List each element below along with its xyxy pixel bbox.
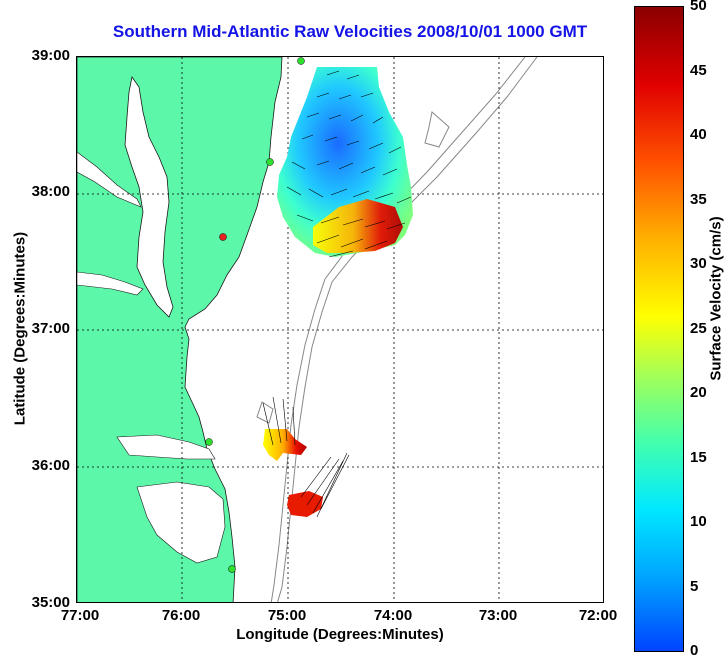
vector-arrows-north <box>286 70 412 258</box>
colorbar-label: Surface Velocity (cm/s) <box>707 216 724 381</box>
chesapeake-bay <box>124 76 174 318</box>
river <box>77 271 144 296</box>
colorbar-tick-label: 45 <box>690 62 707 79</box>
colorbar-tick-label: 10 <box>690 513 707 530</box>
y-tick-label: 35:00 <box>31 594 70 611</box>
x-tick-label: 76:00 <box>161 607 201 624</box>
grid <box>77 57 603 602</box>
colorbar-tick-label: 30 <box>690 255 707 272</box>
colorbar-tick-label: 35 <box>690 191 707 208</box>
colorbar-tick-label: 15 <box>690 449 707 466</box>
x-tick-label: 75:00 <box>267 607 307 624</box>
y-tick-label: 36:00 <box>31 457 70 474</box>
x-tick-label: 74:00 <box>373 607 413 624</box>
y-tick-label: 39:00 <box>31 47 70 64</box>
y-tick-label: 37:00 <box>31 320 70 337</box>
station-marker <box>297 57 305 65</box>
bathymetry-contour <box>270 57 526 602</box>
colorbar-tick-label: 25 <box>690 320 707 337</box>
colorbar-tick-label: 0 <box>690 642 699 659</box>
station-marker <box>266 158 274 166</box>
bathymetry-contour <box>256 401 274 424</box>
station-markers <box>205 57 305 573</box>
river <box>77 151 142 208</box>
x-axis-label: Longitude (Degrees:Minutes) <box>236 626 444 643</box>
vector-arrows-south <box>262 396 350 518</box>
plot-title: Southern Mid-Atlantic Raw Velocities 200… <box>112 22 588 41</box>
station-marker <box>205 438 213 446</box>
map-svg <box>77 57 603 602</box>
colorbar-tick-label: 5 <box>690 578 699 595</box>
station-marker <box>228 565 236 573</box>
x-tick-label: 77:00 <box>60 607 100 624</box>
colorbar-tick-label: 20 <box>690 384 707 401</box>
colorbar-tick-label: 50 <box>690 0 707 14</box>
bathymetry-contour <box>277 57 538 602</box>
bathymetry-contour <box>424 111 450 148</box>
x-tick-label: 73:00 <box>478 607 518 624</box>
colorbar-tick-label: 40 <box>690 126 707 143</box>
velocity-field-patch-2 <box>287 491 323 517</box>
y-axis-label: Latitude (Degrees:Minutes) <box>11 231 29 426</box>
velocity-field-patch-1 <box>263 429 307 461</box>
station-marker <box>219 233 227 241</box>
pamlico-sound <box>136 481 226 564</box>
y-tick-label: 38:00 <box>31 183 70 200</box>
map-plot-area <box>76 56 604 603</box>
x-tick-label: 72:00 <box>578 607 618 624</box>
velocity-field-north-strong <box>313 199 403 253</box>
albemarle-sound <box>116 434 216 460</box>
colorbar <box>634 6 684 652</box>
